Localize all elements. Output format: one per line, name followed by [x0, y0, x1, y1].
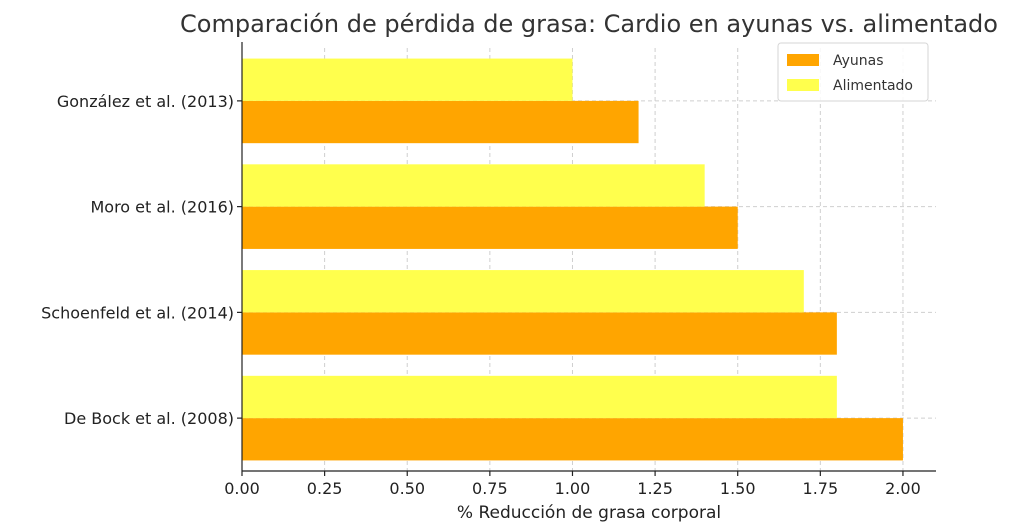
x-tick-label: 2.00	[885, 479, 921, 498]
x-tick-label: 0.25	[307, 479, 343, 498]
x-tick-label: 1.50	[720, 479, 756, 498]
x-tick-label: 1.00	[555, 479, 591, 498]
legend: Ayunas Alimentado	[777, 42, 929, 102]
bars	[242, 58, 903, 461]
bar-ayunas-3	[242, 100, 639, 144]
x-axis-label: % Reducción de grasa corporal	[457, 503, 721, 523]
x-tick-label: 1.75	[803, 479, 839, 498]
y-tick-labels: De Bock et al. (2008) Schoenfeld et al. (…	[41, 92, 242, 428]
legend-label-ayunas: Ayunas	[833, 53, 884, 69]
legend-swatch-ayunas	[787, 54, 819, 66]
chart-title: Comparación de pérdida de grasa: Cardio …	[180, 10, 998, 38]
y-tick-label: Moro et al. (2016)	[90, 198, 234, 217]
x-tick-label: 0.00	[224, 479, 260, 498]
bar-ayunas-0	[242, 418, 903, 461]
legend-swatch-alimentado	[787, 79, 819, 91]
x-tick-label: 1.25	[637, 479, 673, 498]
legend-label-alimentado: Alimentado	[833, 78, 913, 94]
x-tick-labels: 0.00 0.25 0.50 0.75 1.00 1.25 1.50 1.75 2.00	[224, 471, 921, 498]
bar-ayunas-1	[242, 312, 837, 355]
bar-ayunas-2	[242, 206, 738, 249]
y-tick-label: De Bock et al. (2008)	[64, 409, 234, 428]
x-tick-label: 0.50	[389, 479, 425, 498]
x-tick-label: 0.75	[472, 479, 508, 498]
bar-alimentado-1	[242, 270, 804, 313]
bar-alimentado-3	[242, 58, 573, 101]
bar-alimentado-0	[242, 375, 837, 419]
y-tick-label: Schoenfeld et al. (2014)	[41, 303, 234, 322]
y-tick-label: González et al. (2013)	[57, 92, 234, 111]
bar-alimentado-2	[242, 164, 705, 207]
